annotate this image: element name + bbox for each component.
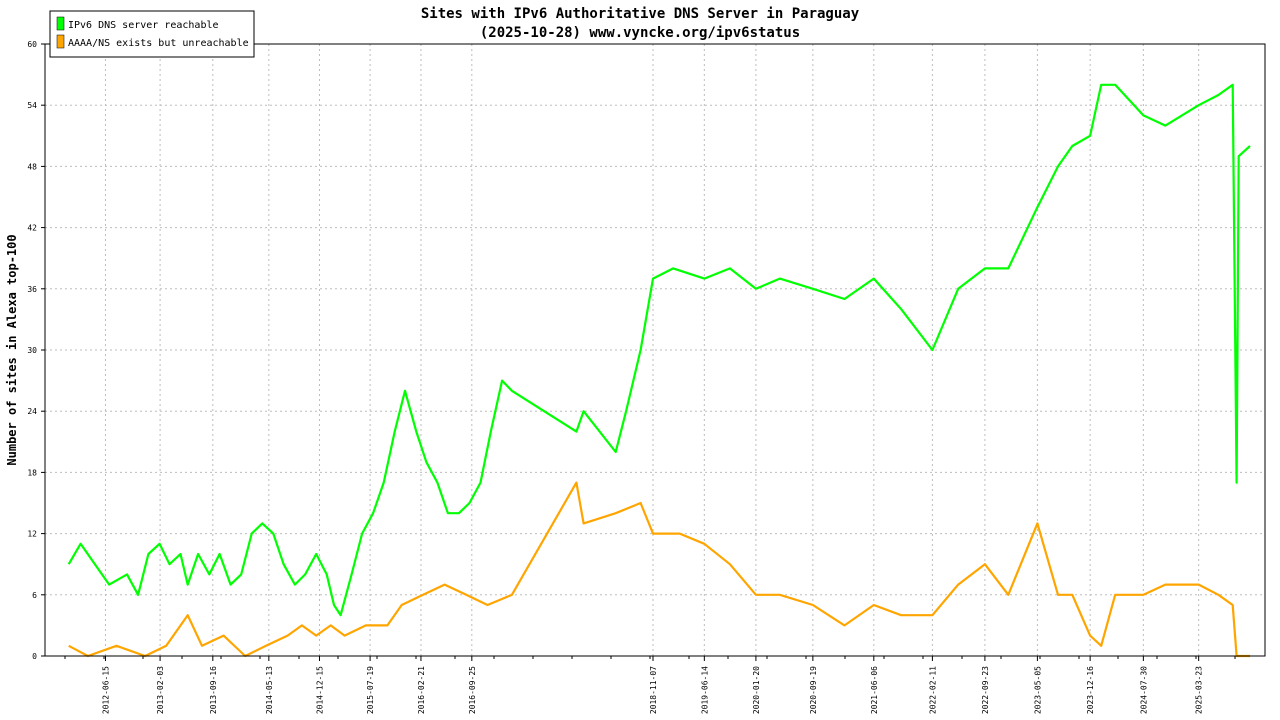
legend-box bbox=[49, 10, 255, 58]
legend-swatch-unreachable bbox=[56, 34, 65, 49]
x-tick-label: 2020-09-19 bbox=[809, 666, 818, 714]
y-tick-label: 48 bbox=[27, 162, 37, 171]
x-tick-label: 2015-07-19 bbox=[366, 666, 375, 714]
legend-swatch-reachable bbox=[56, 16, 65, 31]
x-tick-label: 2014-12-15 bbox=[315, 666, 324, 714]
x-tick-label: 2021-06-06 bbox=[870, 666, 879, 714]
x-tick-label: 2014-05-13 bbox=[265, 666, 274, 714]
legend: IPv6 DNS server reachable AAAA/NS exists… bbox=[49, 10, 255, 58]
y-tick-label: 12 bbox=[27, 530, 37, 539]
x-tick-label: 2013-09-16 bbox=[209, 666, 218, 714]
y-tick-label: 54 bbox=[27, 101, 37, 110]
chart-title: Sites with IPv6 Authoritative DNS Server… bbox=[421, 6, 860, 22]
series-layer bbox=[67, 83, 1251, 658]
chart-subtitle: (2025-10-28) www.vyncke.org/ipv6status bbox=[480, 25, 800, 41]
y-tick-label: 42 bbox=[27, 224, 37, 233]
series-line-1 bbox=[68, 481, 1250, 658]
legend-label-reachable: IPv6 DNS server reachable bbox=[68, 20, 219, 31]
plot-frame bbox=[44, 43, 1266, 657]
grid bbox=[45, 43, 1265, 656]
x-tick-label: 2016-09-25 bbox=[468, 666, 477, 714]
y-tick-label: 30 bbox=[27, 346, 37, 355]
y-tick-label: 0 bbox=[32, 652, 37, 661]
x-tick-label: 2025-03-23 bbox=[1195, 666, 1204, 714]
x-tick-label: 2023-05-05 bbox=[1033, 666, 1042, 714]
x-tick-label: 2018-11-07 bbox=[649, 666, 658, 714]
series-line-0 bbox=[67, 83, 1251, 617]
x-tick-label: 2016-02-21 bbox=[417, 666, 426, 714]
x-tick-label: 2022-02-11 bbox=[928, 666, 937, 714]
x-tick-label: 2020-01-20 bbox=[752, 666, 761, 714]
y-tick-label: 60 bbox=[27, 40, 37, 49]
y-tick-label: 24 bbox=[27, 407, 37, 416]
y-tick-label: 18 bbox=[27, 468, 37, 477]
x-tick-label: 2022-09-23 bbox=[981, 666, 990, 714]
axes: 0 6 12 18 24 30 36 42 48 54 60 2012-06-15 2013-02-03… bbox=[27, 40, 1266, 714]
x-tick-label: 2013-02-03 bbox=[156, 666, 165, 714]
y-tick-label: 36 bbox=[27, 285, 37, 294]
y-axis-label: Number of sites in Alexa top-100 bbox=[5, 234, 19, 465]
x-tick-label: 2024-07-30 bbox=[1139, 666, 1148, 714]
x-tick-label: 2012-06-15 bbox=[101, 666, 110, 714]
y-tick-label: 6 bbox=[32, 591, 37, 600]
x-tick-label: 2019-06-14 bbox=[700, 666, 709, 714]
legend-label-unreachable: AAAA/NS exists but unreachable bbox=[68, 38, 249, 49]
x-tick-label: 2023-12-16 bbox=[1086, 666, 1095, 714]
